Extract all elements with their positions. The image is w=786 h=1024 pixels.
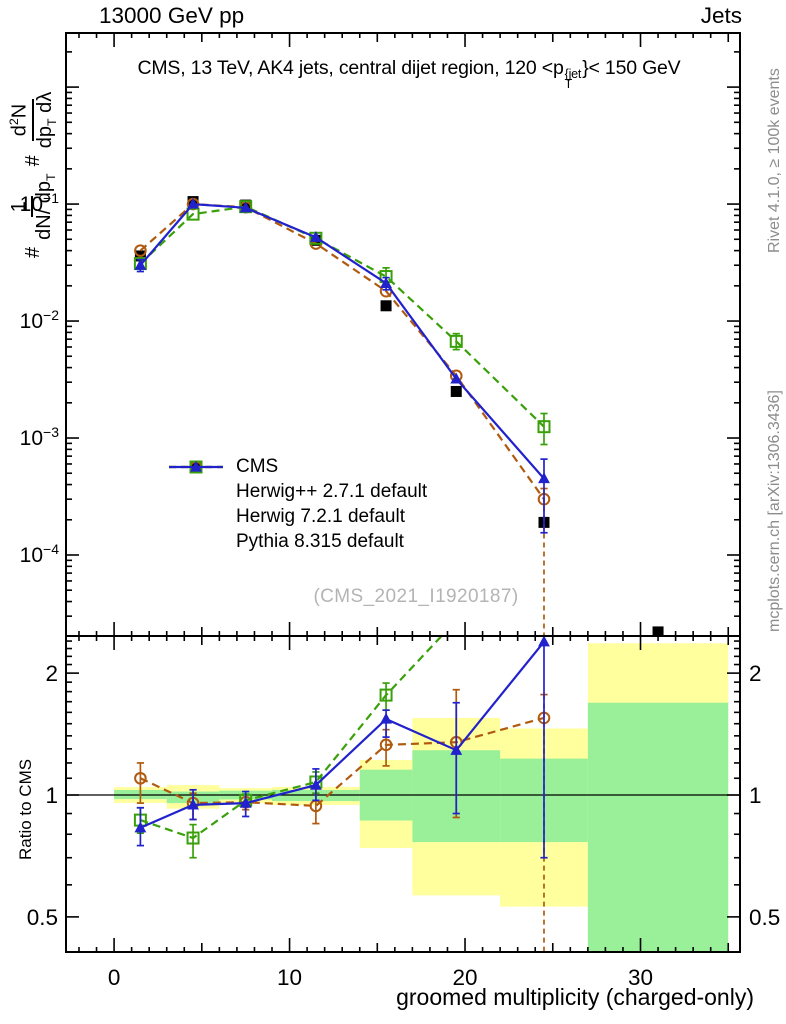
panel-frames [65, 32, 741, 953]
frac2-den-sub: T [44, 118, 59, 126]
herwigpp-marker [134, 244, 147, 257]
ratio-y-tick-label-left: 2 [45, 661, 58, 686]
main-y-tick-label: 10−1 [20, 190, 60, 216]
ratio-y-tick-label-left: 1 [45, 783, 58, 808]
frac2-num-N: N [8, 103, 31, 119]
analysis-id-watermark: (CMS_2021_I1920187) [313, 586, 519, 607]
ratio-y-axis-label: Ratio to CMS [16, 758, 35, 860]
x-tick-label: 10 [277, 965, 302, 990]
main-y-tick-label: 10−4 [20, 541, 60, 567]
pythia-marker [239, 201, 252, 213]
ratio-y-tick-label-left: 0.5 [27, 905, 58, 930]
pythia-marker [380, 712, 392, 724]
pythia-marker [380, 277, 392, 288]
frac2-denominator: dpT dλ [34, 92, 59, 149]
cms-marker [380, 300, 392, 312]
main-y-tick-label: 10−2 [20, 307, 60, 333]
herwig7-marker-icon [168, 460, 224, 526]
plot-title-suffix: }< 150 GeV [582, 57, 681, 79]
ratio-y-tick-label-right: 2 [749, 661, 762, 686]
pythia-line [139, 202, 545, 480]
normalization-fraction: 1 dN/ dpT [8, 173, 58, 240]
pythia-marker [538, 472, 550, 484]
pythia-marker [187, 197, 199, 209]
x-tick-label: 20 [453, 965, 478, 990]
legend-item-herwigpp: Herwig++ 2.7.1 default [168, 460, 428, 502]
frac2-den-dlambda: dλ [33, 91, 56, 119]
main-y-tick-label: 10−3 [20, 424, 60, 450]
band-green [587, 702, 729, 952]
herwigpp-marker-icon [168, 460, 224, 501]
frac2-num-d: d [8, 125, 31, 137]
legend: CMS Herwig++ 2.7.1 default Herwig 7.2.1 … [168, 456, 428, 558]
pt-jet-sub: T [564, 77, 573, 91]
hash-symbol: # [21, 155, 44, 167]
herwig7-line [139, 205, 545, 428]
pythia-marker [187, 798, 199, 810]
differential-fraction: d2N dpT dλ [7, 92, 59, 149]
legend-item-pythia: Pythia 8.315 default [168, 460, 427, 552]
pythia-marker [538, 636, 550, 647]
herwigpp-line [139, 202, 545, 500]
legend-label-herwigpp: Herwig++ 2.7.1 default [236, 481, 428, 502]
frac2-numerator: d2N [7, 98, 34, 142]
pythia-marker [450, 372, 463, 384]
plot-title-text: CMS, 13 TeV, AK4 jets, central dijet reg… [137, 57, 564, 79]
cms-marker [450, 385, 462, 397]
axis-ticks [66, 33, 740, 952]
herwigpp-marker [134, 771, 147, 785]
hash-symbol: # [21, 246, 44, 258]
pythia-marker [309, 778, 322, 790]
main-panel-series [133, 196, 664, 636]
herwig7-marker [537, 420, 551, 434]
frac2-num-sup: 2 [7, 118, 21, 126]
frac1-denominator: dN/ dpT [33, 173, 58, 240]
legend-label-herwig7: Herwig 7.2.1 default [236, 506, 405, 527]
pythia-marker [239, 796, 252, 808]
beam-energy-title: 13000 GeV pp [99, 3, 245, 28]
frac2-den-dp: dp [33, 125, 56, 149]
pythia-marker-icon [168, 460, 224, 551]
pythia-marker [309, 230, 322, 242]
plot-title: CMS, 13 TeV, AK4 jets, central dijet reg… [64, 57, 754, 91]
x-tick-label: 0 [108, 965, 121, 990]
legend-marker [190, 460, 202, 472]
legend-item-herwig7: Herwig 7.2.1 default [168, 460, 427, 527]
legend-label-cms: CMS [236, 456, 279, 477]
pythia-marker [134, 821, 147, 833]
herwig7-marker [186, 831, 200, 845]
analysis-group-title: Jets [700, 3, 742, 28]
ratio-y-tick-label-right: 0.5 [749, 905, 780, 930]
tick-labels: 10−1 10−2 10−3 10−4 2 2 1 1 0.5 0.5 0 10 20 30 [20, 190, 781, 990]
herwig7-marker [451, 615, 462, 626]
herwigpp-marker [379, 738, 393, 752]
herwig7-marker [379, 688, 393, 702]
Pythia 8.315 default-legend-glyph [169, 460, 223, 472]
legend-label-pythia: Pythia 8.315 default [236, 531, 404, 552]
frac1-den-sub: T [43, 173, 58, 181]
frac1-den-text: dN/ dp [32, 180, 55, 240]
herwig7-marker [449, 334, 463, 348]
ratio-y-tick-label-right: 1 [749, 783, 762, 808]
pt-jet-sup: {jet [564, 67, 582, 81]
ratio-panel-series [133, 615, 551, 952]
x-axis-label: groomed multiplicity (charged-only) [396, 984, 754, 1010]
pythia-marker [450, 743, 463, 755]
ratio-frame [65, 635, 741, 953]
mcplots-arxiv-note: mcplots.cern.ch [arXiv:1306.3436] [766, 390, 783, 632]
main-y-axis-label: # 1 dN/ dpT # d2N dpT dλ [7, 92, 59, 258]
pythia-marker [134, 258, 147, 270]
pt-jet-superscript-stack: {jet T [564, 67, 582, 91]
rivet-version-note: Rivet 4.1.0, ≥ 100k events [766, 68, 783, 253]
x-tick-label: 30 [628, 965, 653, 990]
frac1-numerator: 1 [8, 196, 33, 218]
